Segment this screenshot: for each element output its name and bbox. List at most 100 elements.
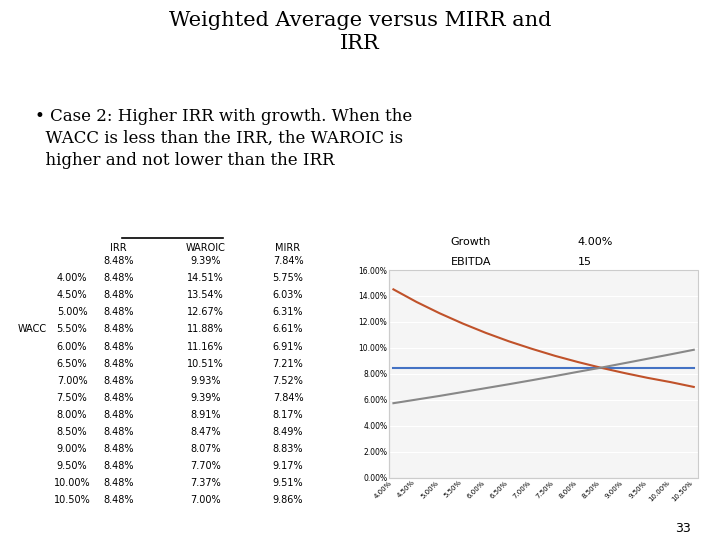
Text: 8.83%: 8.83% bbox=[273, 444, 303, 454]
Text: 8.48%: 8.48% bbox=[104, 393, 134, 403]
IRR bbox=[551, 364, 559, 371]
MIRR bbox=[389, 400, 397, 407]
Text: 8.48%: 8.48% bbox=[104, 307, 134, 318]
Text: 10.51%: 10.51% bbox=[186, 359, 224, 368]
MIRR bbox=[528, 377, 536, 383]
WAROIC bbox=[620, 370, 629, 376]
MIRR bbox=[597, 364, 606, 371]
WAROIC bbox=[690, 384, 698, 390]
IRR bbox=[597, 364, 606, 371]
IRR bbox=[413, 364, 421, 371]
Text: 8.48%: 8.48% bbox=[104, 273, 134, 284]
Text: 8.00%: 8.00% bbox=[57, 409, 87, 420]
Text: 7.70%: 7.70% bbox=[190, 461, 220, 471]
WAROIC bbox=[436, 310, 444, 316]
Text: 10.00%: 10.00% bbox=[54, 478, 90, 488]
Text: 6.00%: 6.00% bbox=[57, 341, 87, 352]
MIRR bbox=[666, 351, 675, 357]
Text: Growth: Growth bbox=[451, 237, 491, 247]
Text: 10.50%: 10.50% bbox=[53, 495, 91, 505]
Text: 8.48%: 8.48% bbox=[104, 359, 134, 368]
Text: 5.00%: 5.00% bbox=[57, 307, 87, 318]
MIRR bbox=[459, 389, 467, 395]
Text: 8.48%: 8.48% bbox=[104, 375, 134, 386]
Text: 7.00%: 7.00% bbox=[57, 375, 87, 386]
WAROIC bbox=[482, 329, 490, 336]
Text: WACC: WACC bbox=[18, 325, 47, 334]
IRR bbox=[690, 364, 698, 371]
MIRR bbox=[551, 373, 559, 379]
Text: 9.17%: 9.17% bbox=[273, 461, 303, 471]
Text: 14.51%: 14.51% bbox=[186, 273, 224, 284]
Text: 7.21%: 7.21% bbox=[273, 359, 303, 368]
Line: WAROIC: WAROIC bbox=[393, 289, 694, 387]
Text: 4.00%: 4.00% bbox=[57, 273, 87, 284]
MIRR bbox=[574, 368, 582, 375]
Text: 9.93%: 9.93% bbox=[190, 375, 220, 386]
Text: WAROIC: WAROIC bbox=[185, 243, 225, 253]
Text: 6.61%: 6.61% bbox=[273, 325, 303, 334]
Text: 4.50%: 4.50% bbox=[57, 291, 87, 300]
WAROIC bbox=[505, 338, 513, 345]
Text: 5.75%: 5.75% bbox=[273, 273, 303, 284]
MIRR bbox=[436, 393, 444, 399]
IRR bbox=[505, 364, 513, 371]
WAROIC bbox=[597, 364, 606, 371]
IRR bbox=[620, 364, 629, 371]
IRR bbox=[389, 364, 397, 371]
Text: 12.67%: 12.67% bbox=[186, 307, 224, 318]
Text: • Case 2: Higher IRR with growth. When the
  WACC is less than the IRR, the WARO: • Case 2: Higher IRR with growth. When t… bbox=[35, 108, 413, 170]
WAROIC bbox=[528, 346, 536, 352]
WAROIC bbox=[389, 286, 397, 293]
Text: 7.84%: 7.84% bbox=[273, 393, 303, 403]
Text: 13.54%: 13.54% bbox=[186, 291, 224, 300]
IRR bbox=[643, 364, 652, 371]
Text: 8.47%: 8.47% bbox=[190, 427, 220, 437]
Text: 8.48%: 8.48% bbox=[104, 495, 134, 505]
Text: 8.48%: 8.48% bbox=[104, 444, 134, 454]
Text: 9.51%: 9.51% bbox=[273, 478, 303, 488]
Text: 8.48%: 8.48% bbox=[104, 478, 134, 488]
Text: 7.50%: 7.50% bbox=[57, 393, 87, 403]
Text: 8.17%: 8.17% bbox=[273, 409, 303, 420]
WAROIC bbox=[643, 375, 652, 381]
MIRR bbox=[413, 396, 421, 403]
Text: 8.48%: 8.48% bbox=[104, 341, 134, 352]
Text: 11.88%: 11.88% bbox=[187, 325, 223, 334]
Text: 7.37%: 7.37% bbox=[190, 478, 220, 488]
Text: 8.91%: 8.91% bbox=[190, 409, 220, 420]
Line: MIRR: MIRR bbox=[393, 350, 694, 403]
Text: 9.50%: 9.50% bbox=[57, 461, 87, 471]
MIRR bbox=[690, 347, 698, 353]
WAROIC bbox=[574, 359, 582, 366]
Text: 9.39%: 9.39% bbox=[190, 393, 220, 403]
Text: 8.48%: 8.48% bbox=[104, 427, 134, 437]
Text: 33: 33 bbox=[675, 522, 691, 535]
Text: IRR: IRR bbox=[110, 243, 127, 253]
IRR bbox=[528, 364, 536, 371]
MIRR bbox=[643, 355, 652, 362]
Text: 9.00%: 9.00% bbox=[57, 444, 87, 454]
Text: 8.48%: 8.48% bbox=[104, 291, 134, 300]
Text: 11.16%: 11.16% bbox=[187, 341, 223, 352]
MIRR bbox=[482, 385, 490, 392]
MIRR bbox=[505, 381, 513, 388]
Text: 8.49%: 8.49% bbox=[273, 427, 303, 437]
Text: 8.48%: 8.48% bbox=[104, 325, 134, 334]
Text: 8.07%: 8.07% bbox=[190, 444, 220, 454]
Text: 7.00%: 7.00% bbox=[190, 495, 220, 505]
Text: 7.84%: 7.84% bbox=[273, 256, 303, 266]
Text: EBITDA: EBITDA bbox=[451, 258, 491, 267]
IRR bbox=[666, 364, 675, 371]
Text: MIRR: MIRR bbox=[276, 243, 300, 253]
Bar bbox=[389, 270, 698, 478]
Text: Weighted Average versus MIRR and
IRR: Weighted Average versus MIRR and IRR bbox=[168, 11, 552, 53]
Text: 4.00%: 4.00% bbox=[577, 237, 613, 247]
Text: 8.48%: 8.48% bbox=[104, 409, 134, 420]
WAROIC bbox=[666, 379, 675, 386]
WAROIC bbox=[413, 299, 421, 305]
Text: 9.39%: 9.39% bbox=[190, 256, 220, 266]
Text: 9.86%: 9.86% bbox=[273, 495, 303, 505]
IRR bbox=[436, 364, 444, 371]
Text: 8.48%: 8.48% bbox=[104, 461, 134, 471]
